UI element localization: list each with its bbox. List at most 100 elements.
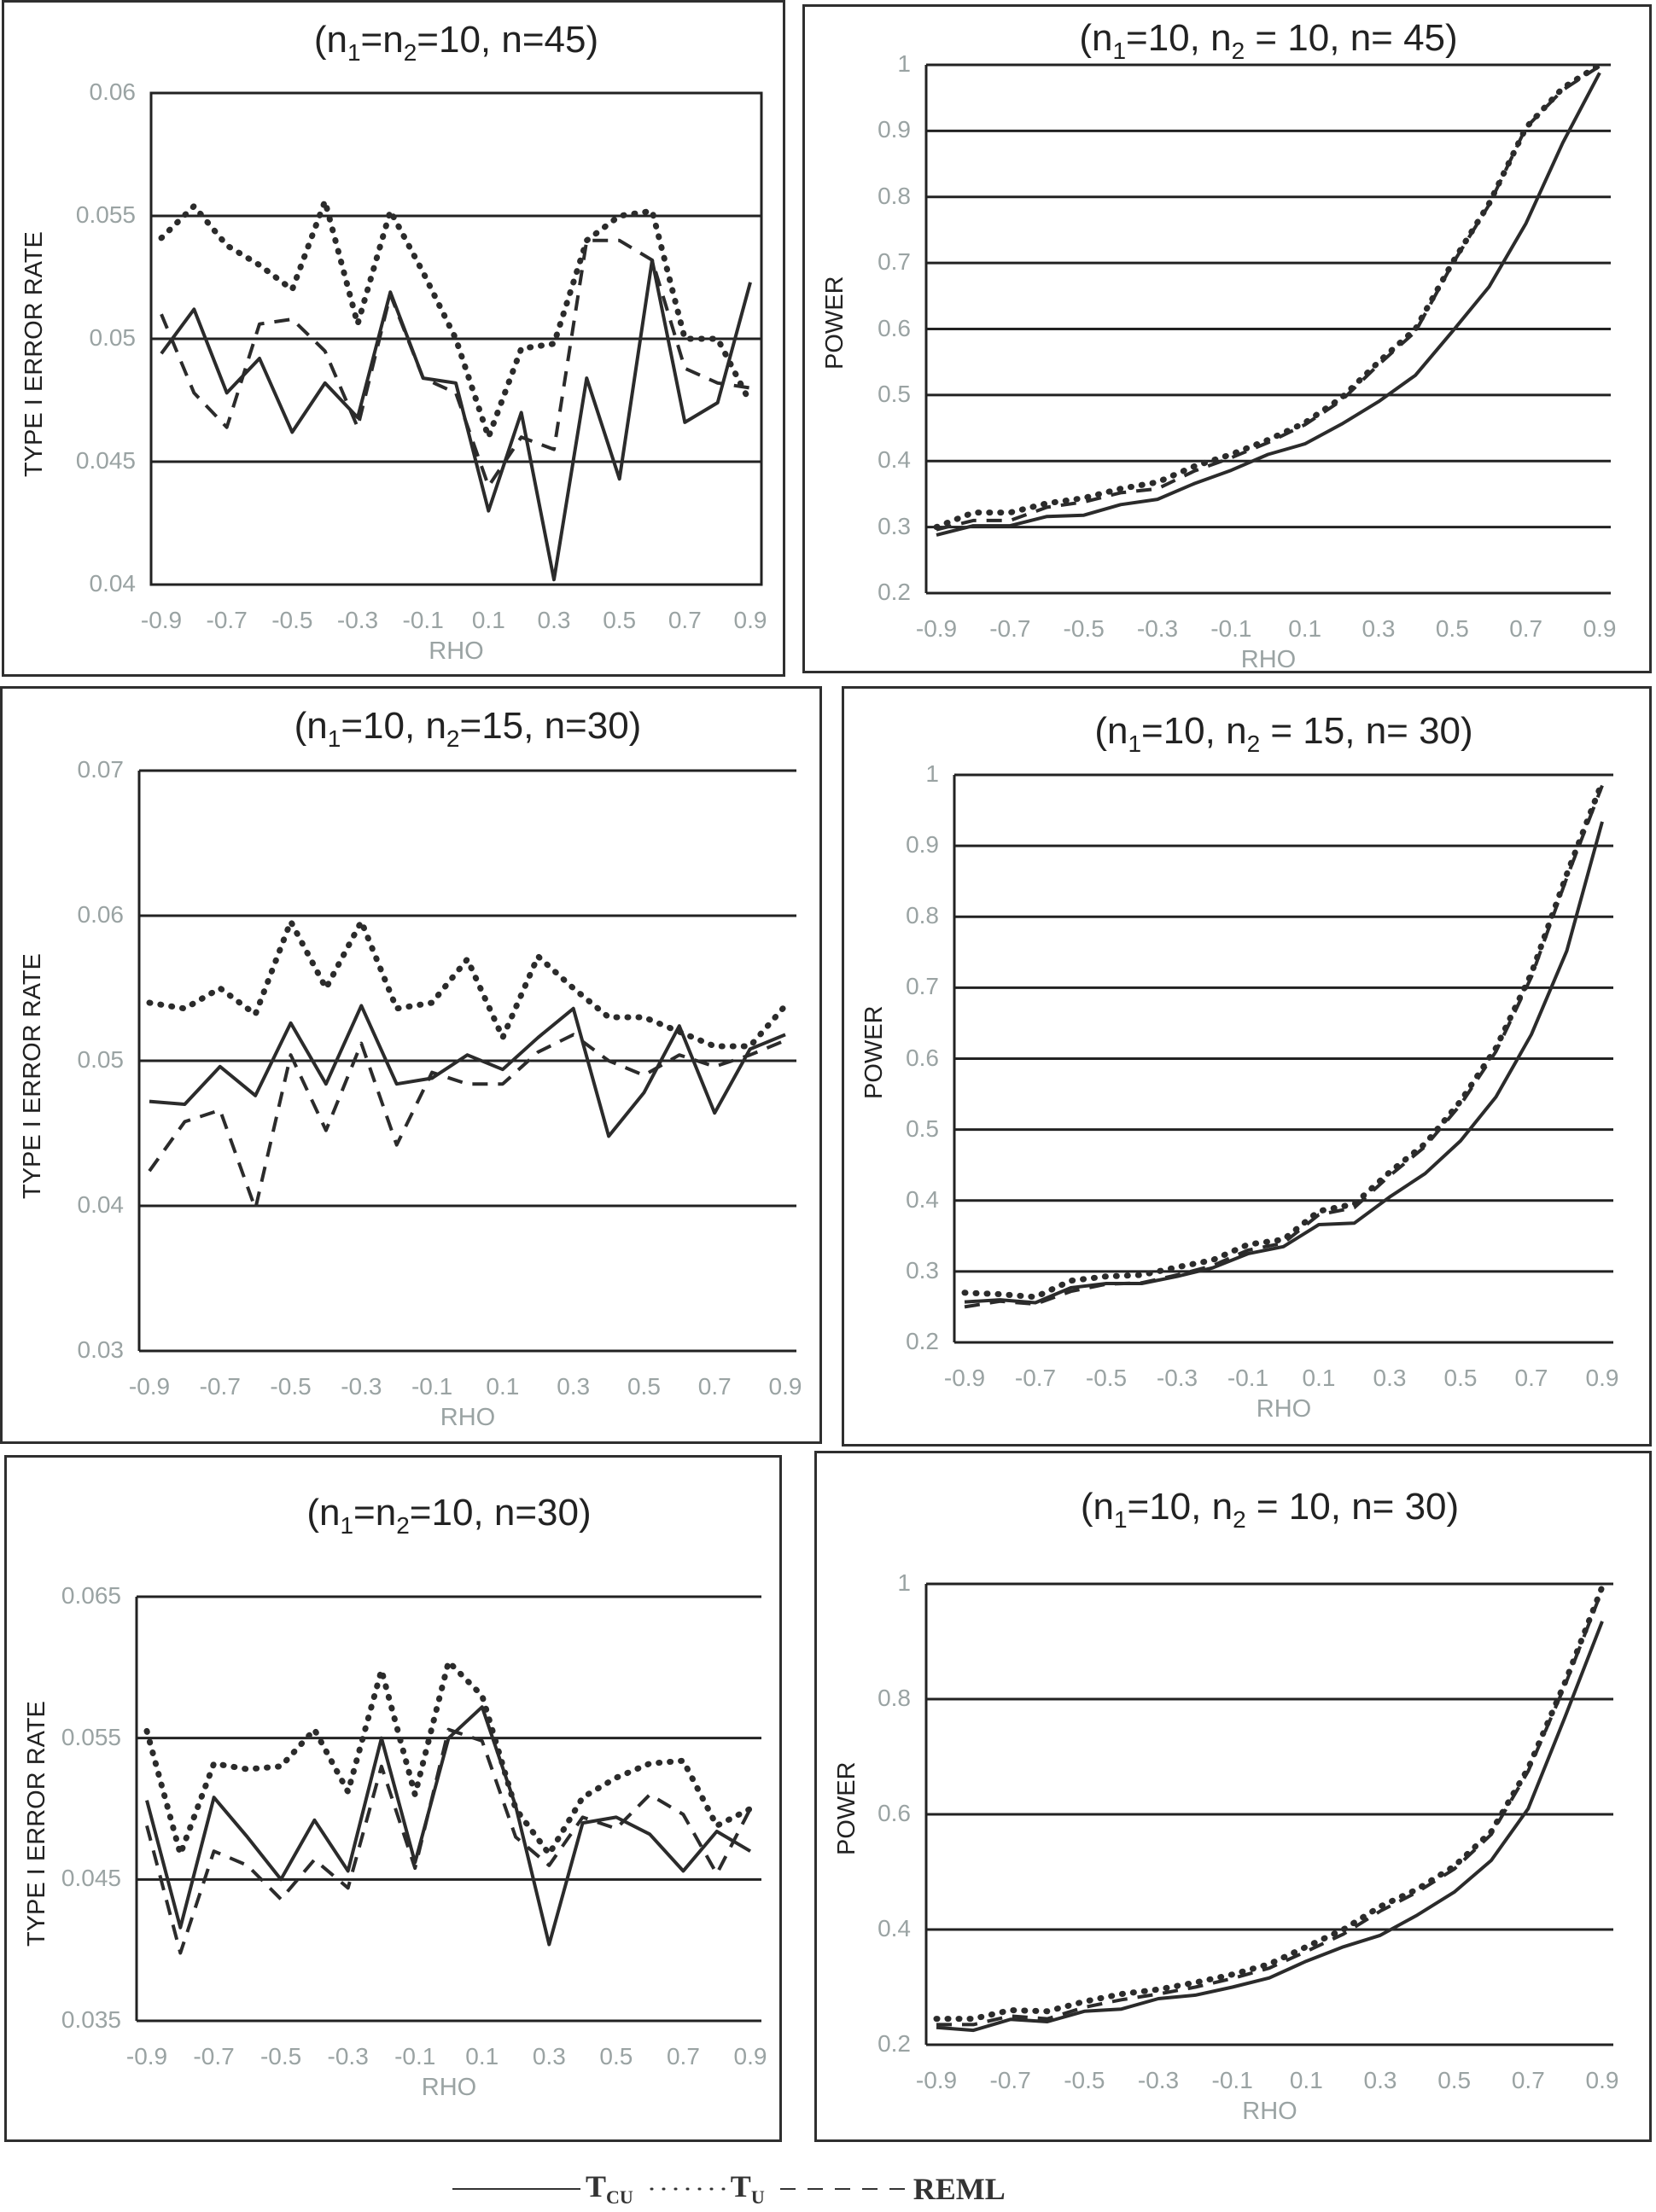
x-tick-label: -0.5 — [1085, 1365, 1128, 1391]
x-tick-label: -0.7 — [989, 2067, 1031, 2093]
series-line-reml — [936, 64, 1601, 532]
x-tick-label: 0.1 — [1289, 2067, 1323, 2093]
x-tick-label: -0.9 — [915, 2067, 958, 2093]
series-line-reml — [148, 1033, 786, 1211]
x-tick-label: 0.3 — [1362, 615, 1396, 642]
y-tick-label: 0.04 — [89, 570, 137, 597]
x-tick-label: 0.7 — [666, 2043, 700, 2069]
chart-title: (n1=10, n2=15, n=30) — [294, 705, 642, 752]
x-tick-label: -0.1 — [1211, 2067, 1253, 2093]
x-tick-label: -0.7 — [193, 2043, 235, 2069]
legend-swatch-solid — [452, 2188, 580, 2190]
y-tick-label: 0.4 — [878, 446, 911, 474]
chart-panel — [802, 4, 1652, 673]
y-tick-label: 0.035 — [61, 2006, 121, 2033]
series-line-t-cu — [964, 821, 1604, 1305]
x-tick-label: 0.9 — [1585, 2067, 1619, 2093]
x-tick-label: -0.5 — [259, 2043, 302, 2069]
y-axis-label: POWER — [833, 1761, 860, 1855]
x-tick-label: -0.5 — [1064, 2067, 1105, 2093]
series-line-reml — [160, 238, 751, 488]
x-tick-label: 0.3 — [1373, 1365, 1407, 1391]
y-tick-label: 0.04 — [77, 1191, 125, 1218]
series-line-t-cu — [145, 1705, 752, 1947]
legend-item-tcu: TCU — [452, 2168, 633, 2209]
y-tick-label: 1 — [897, 1569, 911, 1596]
y-tick-label: 0.065 — [61, 1582, 121, 1609]
x-tick-label: -0.3 — [1156, 1365, 1198, 1391]
x-tick-label: 0.3 — [532, 2043, 566, 2069]
y-tick-label: 0.5 — [878, 380, 911, 407]
x-tick-label: 0.7 — [1509, 615, 1543, 642]
x-tick-label: -0.1 — [1210, 615, 1252, 642]
x-tick-label: 0.1 — [1302, 1365, 1336, 1391]
x-tick-label: 0.3 — [537, 607, 571, 633]
x-axis-label: RHO — [421, 2074, 477, 2101]
x-tick-label: -0.1 — [394, 2043, 436, 2069]
x-axis-label: RHO — [1242, 2098, 1297, 2125]
y-tick-label: 0.7 — [878, 248, 911, 276]
y-tick-label: 0.06 — [89, 79, 137, 105]
x-tick-label: -0.5 — [1063, 615, 1105, 642]
x-tick-label: -0.3 — [1136, 615, 1179, 642]
y-tick-label: 0.8 — [906, 902, 939, 929]
y-tick-label: 0.055 — [61, 1723, 121, 1750]
x-tick-label: 0.1 — [471, 607, 505, 633]
chart-panel — [0, 686, 822, 1444]
x-axis-label: RHO — [1256, 1395, 1312, 1423]
y-tick-label: 0.03 — [77, 1336, 125, 1363]
series-line-reml — [936, 1589, 1604, 2027]
y-tick-label: 0.6 — [878, 314, 911, 341]
x-tick-label: 0.5 — [1435, 615, 1469, 642]
y-tick-label: 0.6 — [878, 1800, 911, 1826]
plot-frame — [149, 91, 763, 586]
x-tick-label: 0.7 — [668, 607, 702, 633]
x-tick-label: -0.9 — [125, 2043, 168, 2069]
x-axis-label: RHO — [1240, 646, 1297, 673]
x-tick-label: 0.3 — [557, 1373, 591, 1400]
y-tick-label: 0.3 — [906, 1256, 939, 1284]
y-tick-label: 0.3 — [878, 512, 911, 539]
x-tick-label: 0.5 — [1443, 1365, 1478, 1391]
legend-item-tu: TU — [649, 2168, 765, 2209]
y-tick-label: 0.5 — [906, 1115, 939, 1142]
x-tick-label: 0.5 — [627, 1373, 661, 1400]
series-line-t-u — [158, 198, 754, 440]
y-tick-label: 1 — [897, 50, 911, 77]
x-tick-label: 0.1 — [1288, 615, 1322, 642]
series-line-t-u — [146, 918, 789, 1050]
x-tick-label: 0.9 — [1583, 615, 1617, 642]
legend-label: TCU — [586, 2169, 633, 2209]
legend: TCU TU REML — [452, 2168, 1006, 2210]
legend-swatch-dashed — [779, 2188, 908, 2190]
x-tick-label: -0.7 — [1014, 1365, 1057, 1391]
x-tick-label: 0.7 — [697, 1373, 732, 1400]
x-tick-label: -0.1 — [411, 1373, 453, 1400]
x-tick-label: 0.1 — [486, 1373, 520, 1400]
y-tick-label: 1 — [925, 760, 939, 787]
x-tick-label: 0.9 — [733, 2043, 767, 2069]
y-tick-label: 0.2 — [906, 1328, 939, 1354]
series-line-reml — [964, 784, 1604, 1309]
y-tick-label: 0.2 — [878, 579, 911, 605]
chart-panel — [814, 1451, 1652, 2142]
x-tick-label: 0.3 — [1363, 2067, 1397, 2093]
chart-title: (n1=10, n2 = 10, n= 30) — [1080, 1486, 1460, 1533]
y-tick-label: 0.8 — [878, 182, 911, 209]
x-axis-label: RHO — [440, 1404, 496, 1431]
y-tick-label: 0.9 — [906, 831, 939, 859]
y-tick-label: 0.9 — [878, 116, 911, 143]
y-tick-label: 0.07 — [77, 756, 125, 783]
x-tick-label: -0.3 — [1137, 2067, 1180, 2093]
x-tick-label: -0.7 — [206, 607, 248, 633]
chart-title: (n1=n2=10, n=30) — [306, 1492, 592, 1539]
series-line-t-u — [143, 1658, 754, 1857]
y-tick-label: 0.045 — [61, 1865, 121, 1892]
x-tick-label: -0.7 — [989, 615, 1031, 642]
x-tick-label: -0.9 — [943, 1365, 986, 1391]
chart-title: (n1=n2=10, n=45) — [313, 19, 599, 66]
x-tick-label: 0.9 — [768, 1373, 802, 1400]
